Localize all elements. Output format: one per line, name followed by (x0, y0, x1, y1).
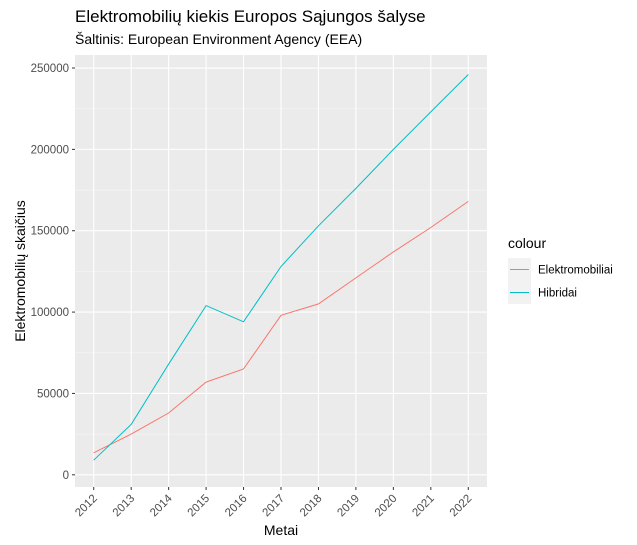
x-tick-label: 2018 (298, 493, 325, 520)
x-tick-label: 2014 (148, 492, 175, 519)
x-tick-label: 2020 (373, 493, 400, 520)
x-tick-label: 2022 (448, 493, 475, 520)
series-layer (93, 74, 469, 461)
x-tick-label: 2015 (186, 493, 213, 520)
y-tick-label: 250000 (31, 63, 69, 75)
x-tick-label: 2021 (410, 493, 437, 520)
grid-major (75, 55, 487, 487)
x-axis-title: Metai (264, 522, 298, 538)
y-axis-title: Elektromobilių skaičius (12, 200, 28, 342)
y-tick-label: 50000 (37, 388, 69, 400)
legend: colour Elektromobiliai Hibridai (508, 235, 613, 304)
y-tick-label: 200000 (31, 144, 69, 156)
x-tick-label: 2017 (261, 493, 288, 520)
series-line-elektromobiliai (93, 200, 469, 454)
legend-label: Hibridai (538, 288, 577, 300)
x-tick-label: 2019 (335, 493, 362, 520)
y-tick-label: 0 (63, 470, 69, 482)
y-tick-label: 150000 (31, 226, 69, 238)
legend-title: colour (508, 235, 546, 251)
y-tick-label: 100000 (31, 307, 69, 319)
x-tick-label: 2012 (73, 493, 100, 520)
series-line-hibridai (93, 74, 469, 461)
x-tick-label: 2016 (223, 493, 250, 520)
chart-title: Elektromobilių kiekis Europos Sąjungos š… (75, 7, 426, 26)
legend-label: Elektromobiliai (538, 265, 613, 277)
x-tick-label: 2013 (111, 493, 138, 520)
chart-subtitle: Šaltinis: European Environment Agency (E… (75, 31, 363, 47)
y-axis: 0 50000 100000 150000 200000 250000 (31, 63, 75, 482)
x-axis: 2012 2013 2014 2015 2016 2017 2018 2019 2020 2021… (73, 487, 474, 519)
